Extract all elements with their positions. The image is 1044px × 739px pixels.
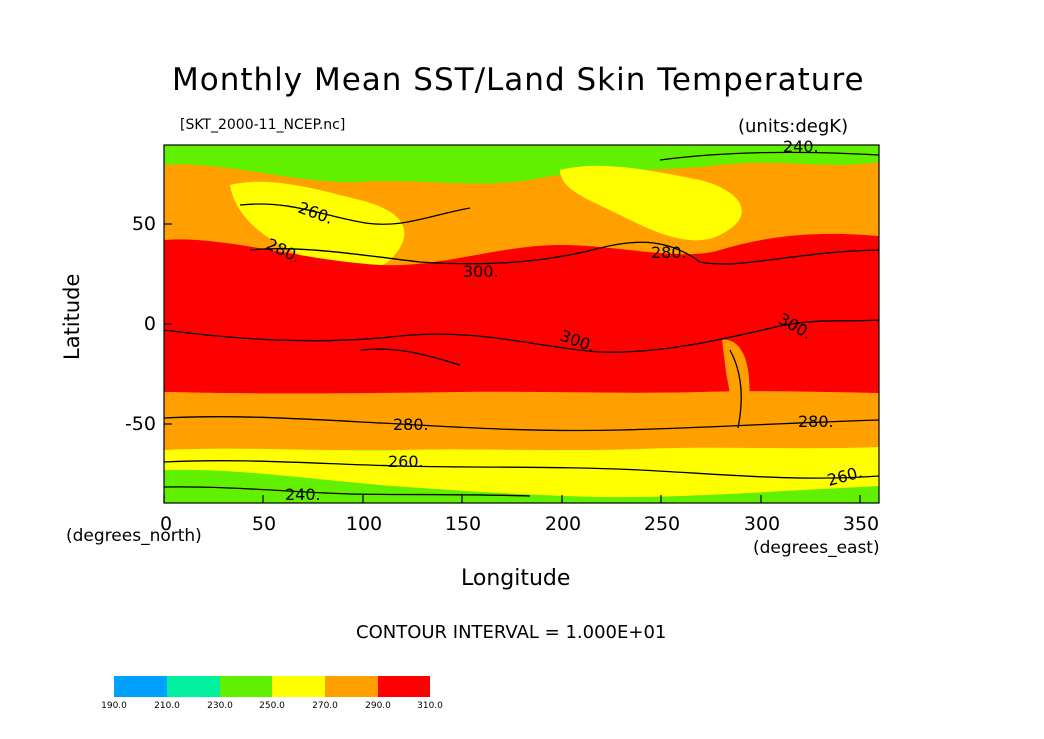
- file-label: [SKT_2000-11_NCEP.nc]: [180, 117, 346, 133]
- x-tick-label: 200: [544, 513, 582, 535]
- x-tick-label: 350: [842, 513, 880, 535]
- units-label: (units:degK): [738, 116, 849, 137]
- x-tick-label: 300: [743, 513, 781, 535]
- temperature-field: [164, 145, 879, 503]
- contour-label: 260.: [388, 452, 424, 471]
- x-axis-title: Longitude: [461, 566, 571, 591]
- y-unit-note: (degrees_north): [66, 526, 202, 546]
- colorbar-swatch: [378, 676, 430, 697]
- cool-region-america: [560, 165, 742, 241]
- colorbar-swatch: [272, 676, 325, 697]
- contour-label: 240.: [783, 137, 819, 156]
- contour-label: 280.: [651, 243, 687, 262]
- colorbar-label: 210.0: [154, 701, 180, 711]
- x-tick-label: 250: [643, 513, 681, 535]
- contour-label: 300.: [463, 262, 499, 281]
- y-tick-label: 50: [131, 213, 156, 235]
- x-tick-label: 150: [444, 513, 482, 535]
- contour-label: 280.: [798, 412, 834, 431]
- x-tick-label: 0: [159, 513, 173, 535]
- contour-interval: CONTOUR INTERVAL = 1.000E+01: [356, 622, 667, 643]
- colorbar-label: 190.0: [101, 701, 127, 711]
- colorbar-swatch: [325, 676, 378, 697]
- colorbar-label: 310.0: [417, 701, 443, 711]
- colorbar-label: 290.0: [365, 701, 391, 711]
- colorbar-label: 270.0: [312, 701, 338, 711]
- contour-lines: [164, 151, 879, 497]
- x-tick-label: 100: [345, 513, 383, 535]
- contour-label: 240.: [285, 485, 321, 504]
- andes-region: [722, 339, 750, 432]
- chart-title: Monthly Mean SST/Land Skin Temperature: [172, 62, 865, 98]
- colorbar-swatch: [114, 676, 167, 697]
- colorbar-label: 250.0: [259, 701, 285, 711]
- warm-region: [164, 233, 879, 394]
- colorbar-label: 230.0: [207, 701, 233, 711]
- colorbar: [114, 676, 430, 697]
- contour-label: 280.: [393, 415, 429, 434]
- y-tick-label: 0: [143, 313, 156, 335]
- y-tick-label: -50: [124, 413, 156, 435]
- x-tick-label: 50: [251, 513, 277, 535]
- colorbar-swatch: [220, 676, 272, 697]
- axis-ticks: [163, 223, 861, 503]
- colorbar-swatch: [167, 676, 220, 697]
- cold-region-south: [164, 469, 879, 503]
- y-axis-title: Latitude: [60, 273, 84, 360]
- x-unit-note: (degrees_east): [753, 538, 880, 558]
